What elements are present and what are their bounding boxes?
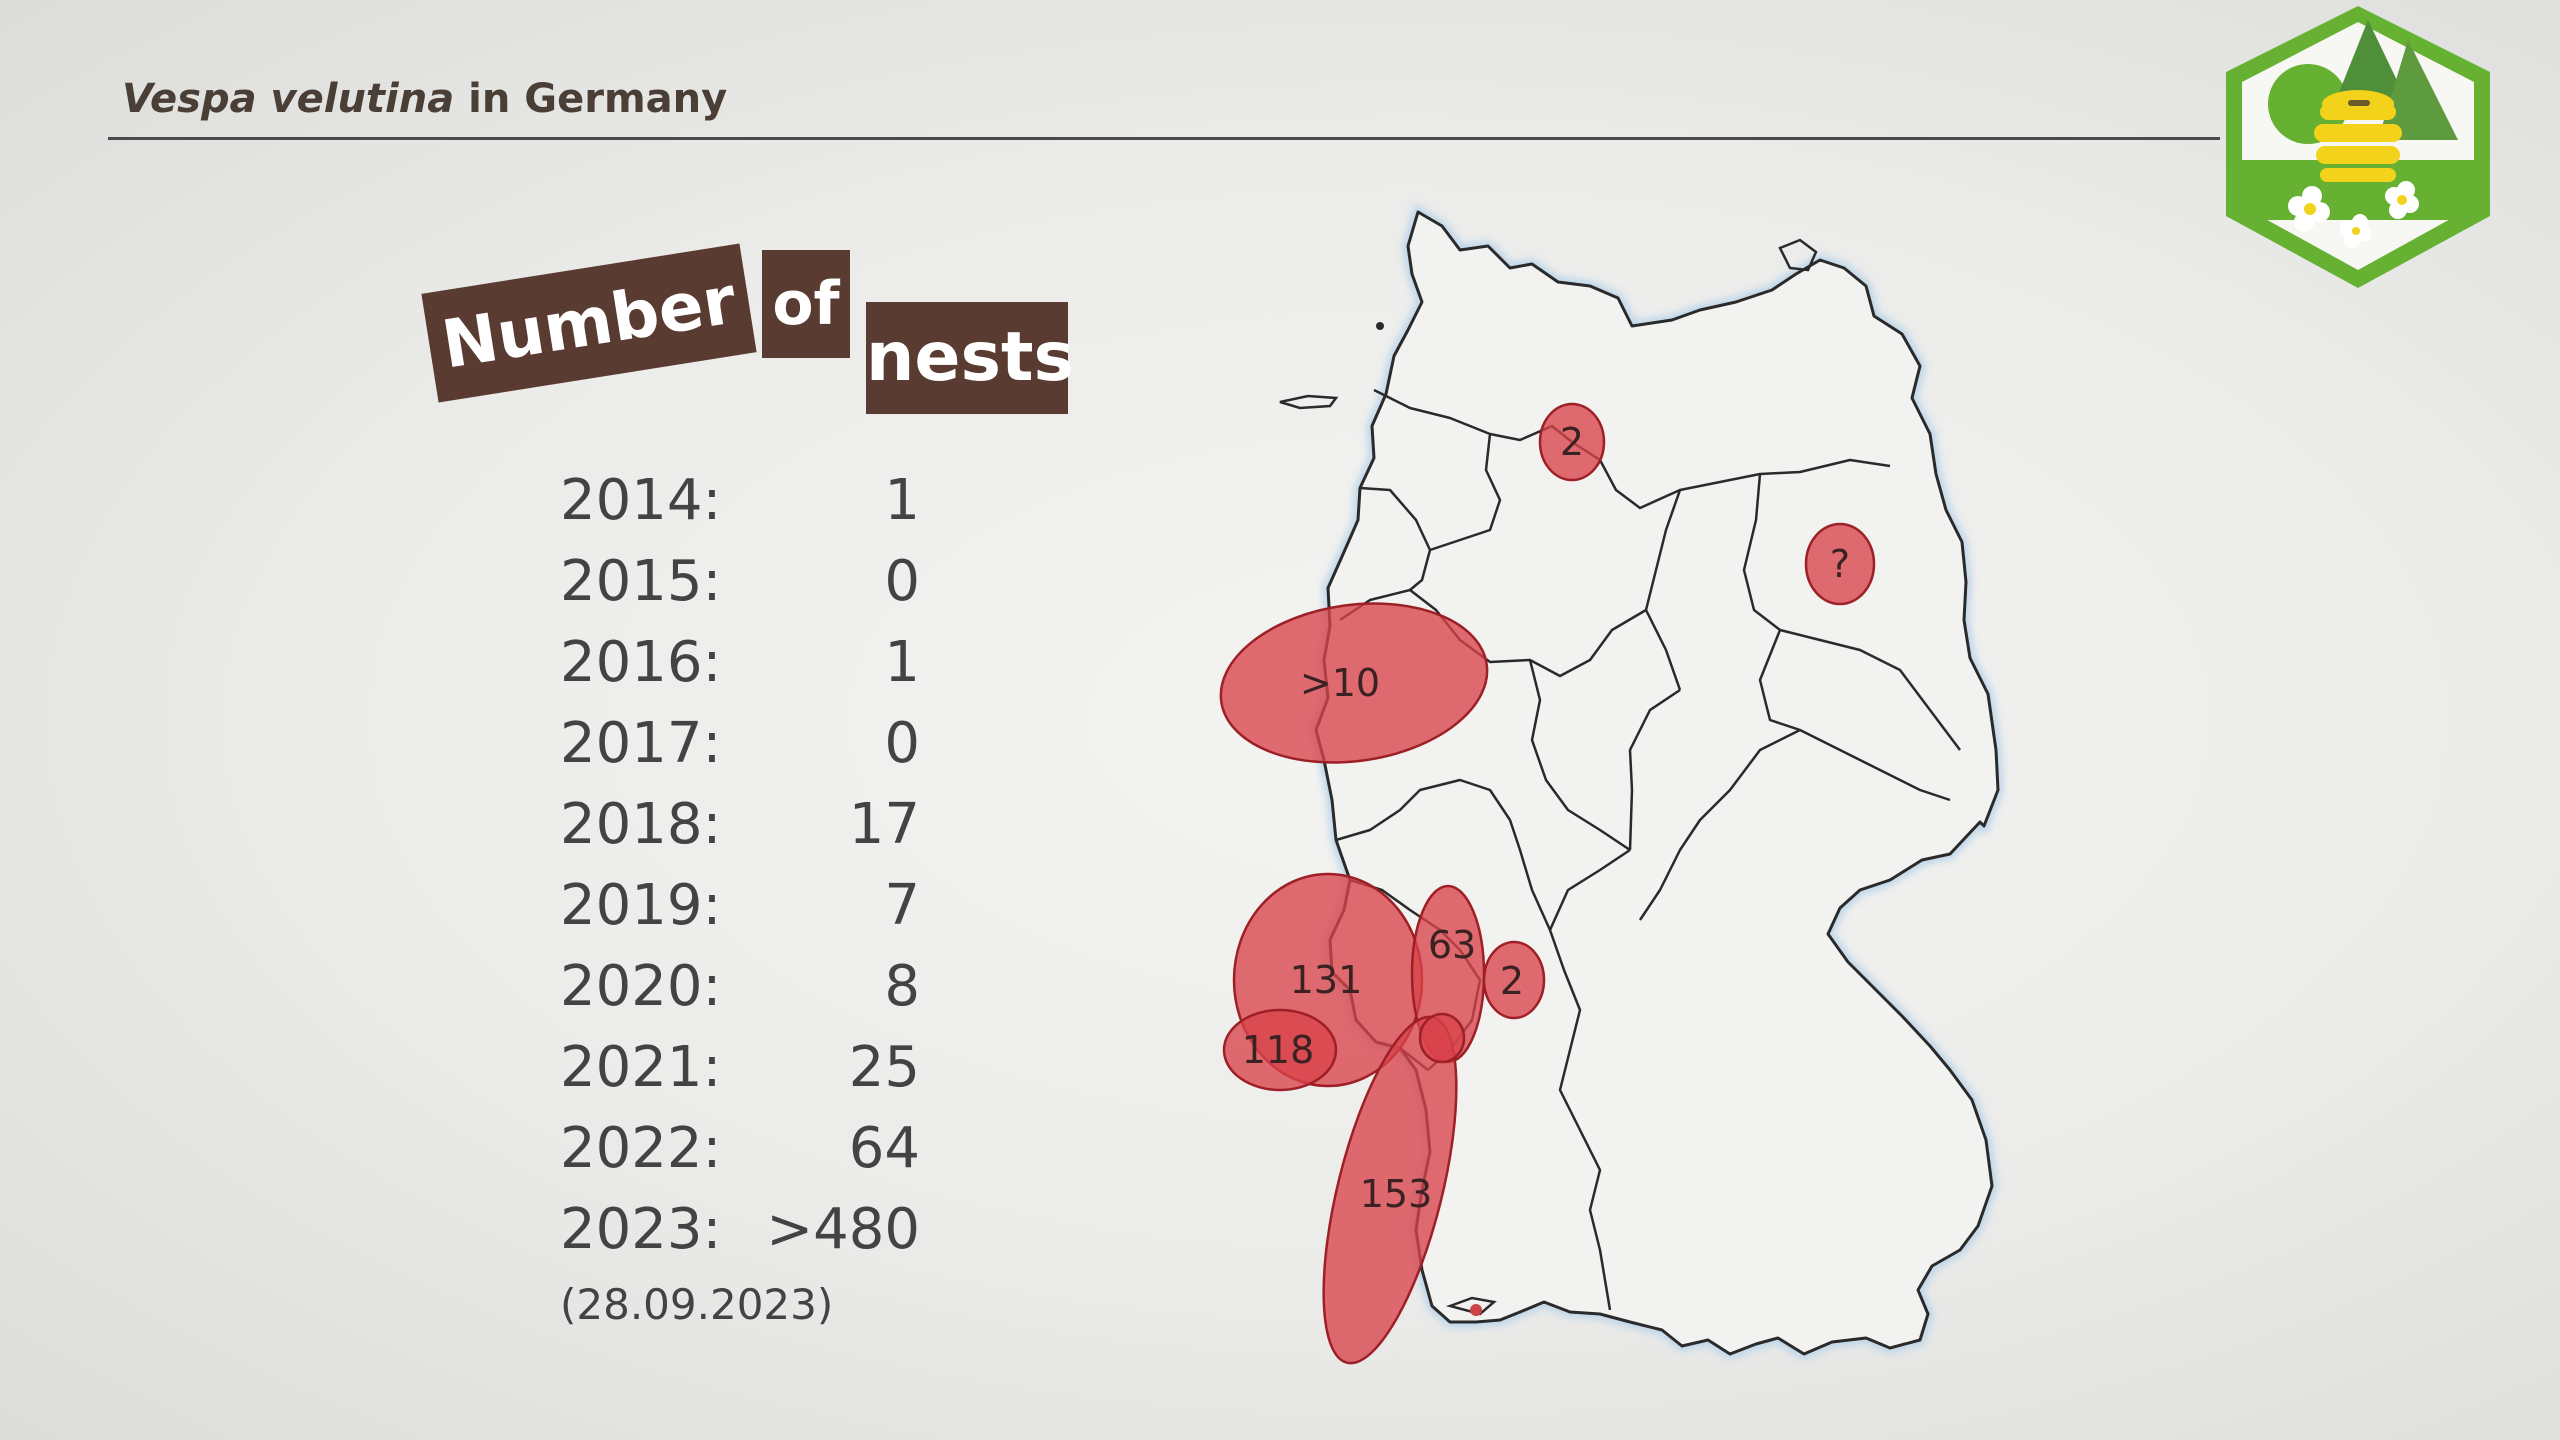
nest-count-row: 2020: 8: [560, 946, 920, 1027]
state-borders: [1335, 388, 1961, 1311]
year-label: 2022:: [560, 1116, 722, 1181]
heading-word-number: Number: [421, 243, 757, 403]
germany-outline: [1314, 210, 2000, 1356]
nest-count-value: 64: [848, 1116, 920, 1181]
date-note: (28.09.2023): [560, 1280, 834, 1329]
region-ellipse-hamburg: [1538, 402, 1606, 482]
slide-title-rest: in Germany: [454, 76, 728, 122]
region-ellipse-brandenburg: [1804, 522, 1876, 606]
region-label: 153: [1360, 1172, 1433, 1216]
germany-map: >10 131 118 63 2 153 2 ?: [1219, 204, 2004, 1365]
region-label: >10: [1300, 661, 1380, 705]
heading-word-of: of: [762, 250, 850, 358]
year-label: 2018:: [560, 792, 722, 857]
nest-count-value: 25: [848, 1035, 920, 1100]
nest-count-value: >480: [766, 1197, 920, 1262]
nest-count-value: 1: [884, 630, 920, 695]
nest-count-list: 2014: 1 2015: 0 2016: 1 2017: 0 2018: 17 2019…: [560, 460, 920, 1270]
region-label: 2: [1560, 420, 1584, 464]
logo-flower-icon: [2288, 186, 2330, 232]
island: [1279, 394, 1339, 410]
region-label: 131: [1290, 958, 1363, 1002]
logo-mountain-icon: [2378, 40, 2458, 140]
region-ellipse-saarland: [1222, 1008, 1338, 1092]
region-label: 2: [1500, 959, 1524, 1003]
nest-count-value: 0: [884, 549, 920, 614]
region-label: 118: [1242, 1028, 1315, 1072]
nest-count-value: 17: [848, 792, 920, 857]
island: [1778, 238, 1818, 272]
title-divider: [108, 137, 2220, 140]
year-label: 2019:: [560, 873, 722, 938]
lake-constance: [1445, 1296, 1497, 1316]
region-ellipses: [1219, 402, 1876, 1365]
region-label: ?: [1830, 542, 1850, 586]
region-ellipse-overlap: [1418, 1012, 1466, 1064]
year-label: 2017:: [560, 711, 722, 776]
nest-count-row: 2017: 0: [560, 703, 920, 784]
year-label: 2020:: [560, 954, 722, 1019]
region-ellipse-heidelberg: [1482, 940, 1546, 1020]
nest-count-value: 1: [884, 468, 920, 533]
nest-count-row: 2023: >480: [560, 1189, 920, 1270]
year-label: 2015:: [560, 549, 722, 614]
year-label: 2023:: [560, 1197, 722, 1262]
nest-count-row: 2014: 1: [560, 460, 920, 541]
logo-beehive-icon: [2314, 90, 2402, 182]
small-dot-marker: [1470, 1304, 1482, 1316]
region-label: 63: [1428, 923, 1476, 967]
nest-count-row: 2019: 7: [560, 865, 920, 946]
year-label: 2021:: [560, 1035, 722, 1100]
nest-count-row: 2018: 17: [560, 784, 920, 865]
nest-count-value: 0: [884, 711, 920, 776]
nest-count-row: 2015: 0: [560, 541, 920, 622]
nest-count-value: 8: [884, 954, 920, 1019]
nest-count-value: 7: [884, 873, 920, 938]
beehive-logo: [2226, 6, 2490, 288]
year-label: 2016:: [560, 630, 722, 695]
logo-flower-icon: [2385, 181, 2419, 219]
heading-word-nests: nests: [866, 302, 1074, 414]
small-dot-marker: [1376, 322, 1384, 330]
logo-flower-icon: [2340, 214, 2372, 248]
slide-title-species: Vespa velutina: [122, 76, 455, 122]
nest-count-row: 2022: 64: [560, 1108, 920, 1189]
nest-count-row: 2021: 25: [560, 1027, 920, 1108]
region-ellipse-cologne: [1219, 602, 1489, 764]
year-label: 2014:: [560, 468, 722, 533]
slide-title: Vespa velutina in Germany: [122, 76, 727, 122]
nest-count-row: 2016: 1: [560, 622, 920, 703]
